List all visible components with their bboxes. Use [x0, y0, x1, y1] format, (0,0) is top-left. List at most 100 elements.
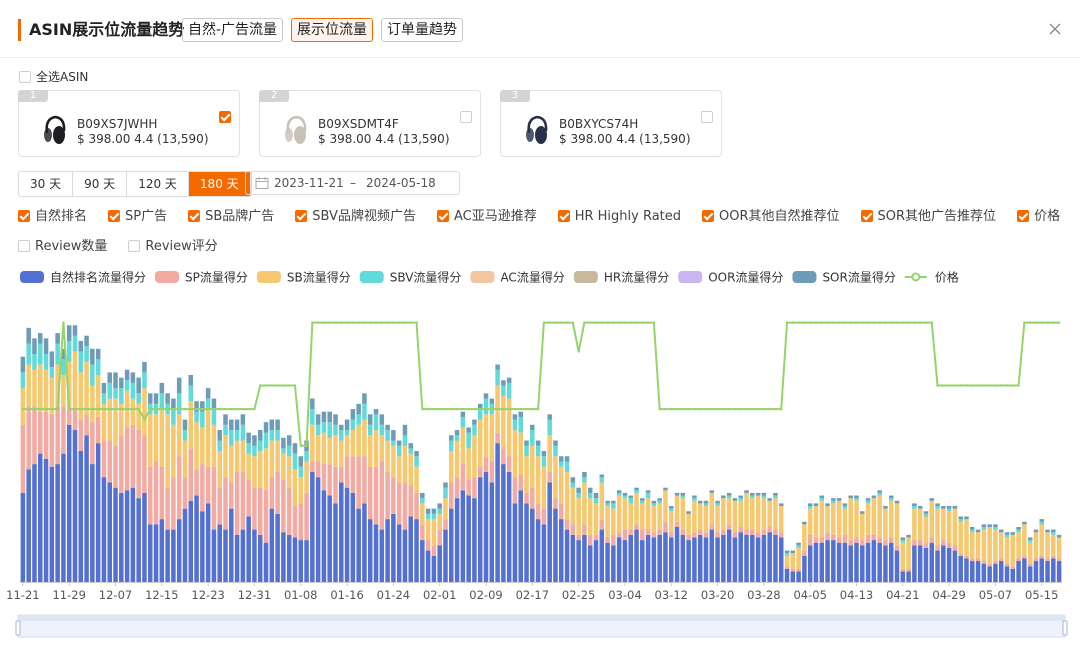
bar-segment: [732, 537, 738, 582]
zoom-handle-right[interactable]: [1062, 620, 1068, 636]
bar-segment: [535, 456, 541, 504]
checkbox[interactable]: [128, 240, 141, 252]
bar-segment: [715, 506, 720, 533]
bar-segment: [570, 524, 576, 535]
bar-segment: [420, 524, 425, 541]
bar-segment: [802, 550, 807, 556]
bar-segment: [321, 464, 327, 491]
bar-segment: [107, 372, 112, 383]
bar-segment: [1056, 561, 1062, 582]
checkbox[interactable]: [860, 210, 873, 222]
x-tick-label: 03-20: [701, 588, 734, 602]
checkbox[interactable]: [436, 210, 449, 222]
range-button[interactable]: 90 天: [73, 172, 128, 196]
price-point: [380, 321, 384, 324]
bar-segment: [651, 500, 657, 504]
bar-segment: [1039, 555, 1044, 559]
legend-item[interactable]: SP流量得分: [155, 270, 248, 285]
range-button[interactable]: 120 天: [127, 172, 189, 196]
bar-segment: [107, 440, 112, 483]
checkbox[interactable]: [702, 210, 715, 222]
checkbox[interactable]: [219, 111, 231, 123]
checkbox[interactable]: [18, 240, 30, 252]
bar-segment: [90, 385, 95, 423]
x-tick-label: 02-01: [423, 588, 456, 602]
checkbox[interactable]: [18, 210, 30, 222]
bar-segment: [1022, 555, 1027, 559]
bar-segment: [373, 414, 379, 431]
legend-item[interactable]: 价格: [904, 270, 959, 285]
filter[interactable]: SB品牌广告: [188, 209, 274, 225]
price-point: [849, 321, 852, 324]
calendar-icon: [255, 177, 269, 189]
checkbox[interactable]: [460, 111, 472, 123]
zoom-handle-left[interactable]: [15, 620, 21, 636]
bar-segment: [582, 471, 587, 478]
legend-item[interactable]: SB流量得分: [256, 270, 351, 285]
filter[interactable]: AC亚马逊推荐: [436, 209, 537, 225]
filter[interactable]: SOR其他广告推荐位: [860, 209, 996, 225]
range-button[interactable]: 30 天: [19, 172, 74, 196]
filter[interactable]: 价格: [1017, 209, 1060, 225]
checkbox[interactable]: [1017, 210, 1030, 222]
x-tick-label: 12-15: [145, 588, 178, 602]
price-point: [872, 321, 876, 324]
bar-segment: [257, 534, 263, 582]
product-image: [285, 115, 307, 144]
date-range[interactable]: 2023-11-21 – 2024-05-18: [245, 171, 460, 195]
bar-segment: [564, 529, 570, 582]
checkbox[interactable]: [19, 71, 31, 83]
checkbox[interactable]: [295, 210, 308, 222]
bar-segment: [327, 422, 332, 438]
checkbox[interactable]: [108, 210, 121, 222]
select-all[interactable]: 全选ASIN: [19, 68, 88, 85]
filter[interactable]: SBV品牌视频广告: [295, 209, 416, 225]
checkbox[interactable]: [701, 111, 713, 123]
bar-segment: [339, 424, 344, 431]
product-card[interactable]: 1 B09XS7JWHH $ 398.00 4.4 (13,590): [18, 90, 240, 157]
bar-segment: [668, 511, 674, 533]
legend-item[interactable]: SOR流量得分: [792, 270, 896, 285]
filter[interactable]: OOR其他自然推荐位: [702, 209, 840, 225]
legend-item[interactable]: 自然排名流量得分: [20, 270, 146, 285]
tab[interactable]: 订单量趋势: [381, 18, 463, 42]
range-selector: 30 天 90 天 120 天 180 天: [18, 171, 252, 197]
filter[interactable]: SP广告: [108, 209, 167, 225]
filter[interactable]: HR Highly Rated: [557, 209, 681, 225]
price-point: [357, 321, 360, 324]
tab[interactable]: 展示位流量: [291, 18, 373, 42]
bar-segment: [489, 398, 495, 404]
bar-segment: [165, 414, 170, 488]
filter[interactable]: Review评分: [128, 239, 218, 255]
bar-segment: [570, 477, 576, 483]
bar-segment: [119, 388, 124, 404]
range-button[interactable]: 180 天: [188, 172, 251, 196]
price-point: [571, 321, 575, 324]
product-card[interactable]: 2 B09XSDMT4F $ 398.00 4.4 (13,590): [259, 90, 481, 157]
product-card[interactable]: 3 B0BXYCS74H $ 398.00 4.4 (13,590): [500, 90, 722, 157]
checkbox[interactable]: [557, 210, 570, 222]
filter[interactable]: Review数量: [18, 239, 107, 255]
price-point: [340, 321, 343, 324]
bar-segment: [402, 529, 408, 582]
filter[interactable]: 自然排名: [18, 209, 87, 225]
price-point: [1040, 321, 1043, 324]
price-point: [878, 321, 881, 324]
legend-item[interactable]: OOR流量得分: [678, 270, 783, 285]
bar-segment: [761, 529, 767, 535]
close-button[interactable]: [1048, 22, 1062, 36]
price-point: [890, 321, 893, 324]
legend-item[interactable]: HR流量得分: [573, 270, 669, 285]
price-point: [837, 321, 841, 324]
bar-segment: [90, 364, 95, 386]
bar-segment: [993, 529, 998, 562]
bar-segment: [217, 451, 222, 488]
legend-item[interactable]: AC流量得分: [470, 270, 565, 285]
checkbox[interactable]: [188, 210, 201, 222]
bar-segment: [362, 419, 367, 457]
tab[interactable]: 自然-广告流量: [182, 18, 284, 42]
bar-segment: [356, 508, 361, 582]
bar-segment: [275, 440, 280, 472]
bar-segment: [599, 477, 605, 483]
legend-item[interactable]: SBV流量得分: [359, 270, 462, 285]
